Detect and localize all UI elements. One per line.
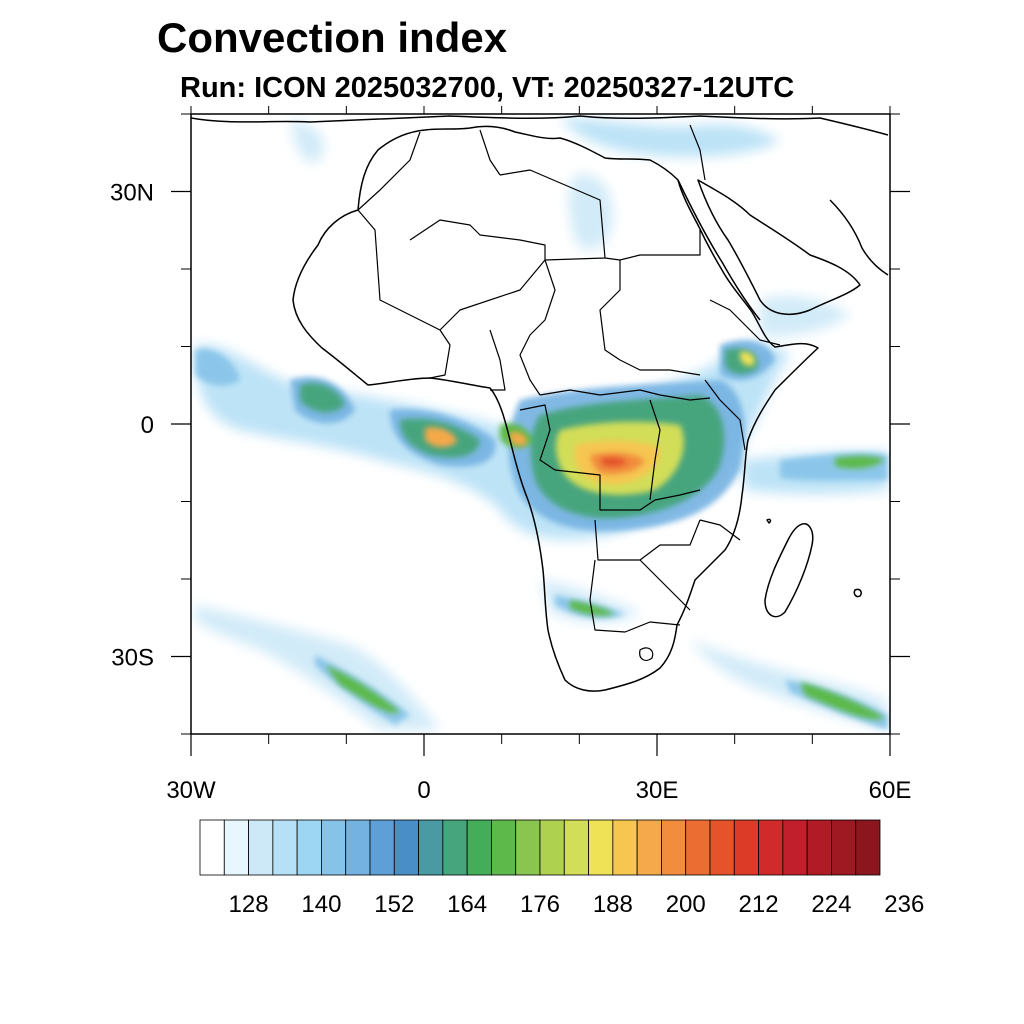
country-border bbox=[519, 259, 556, 396]
colorbar-swatch bbox=[491, 819, 517, 876]
colorbar-label: 164 bbox=[447, 891, 487, 918]
comoros-coastline bbox=[766, 518, 772, 524]
colorbar-swatch bbox=[588, 819, 614, 876]
country-border bbox=[539, 389, 711, 401]
field-blue-patch bbox=[290, 120, 324, 163]
colorbar-label: 224 bbox=[811, 891, 851, 918]
field-green-core bbox=[835, 455, 885, 469]
colorbar-swatch bbox=[685, 819, 711, 876]
field-blue-core bbox=[195, 349, 240, 386]
country-border bbox=[519, 404, 556, 471]
country-border bbox=[649, 399, 661, 501]
colorbar-swatch bbox=[636, 819, 662, 876]
field-green-core bbox=[570, 600, 615, 616]
country-border bbox=[639, 559, 691, 611]
colorbar-swatch bbox=[515, 819, 541, 876]
colorbar-label: 140 bbox=[301, 891, 341, 918]
colorbar-swatch bbox=[345, 819, 371, 876]
colorbar-swatch bbox=[466, 819, 492, 876]
country-border bbox=[689, 124, 706, 181]
x-tick-label: 60E bbox=[869, 777, 912, 804]
field-warm-core bbox=[600, 456, 628, 468]
y-tick-label: 30S bbox=[111, 645, 154, 672]
country-border bbox=[699, 519, 741, 541]
colorbar-label: 236 bbox=[884, 891, 924, 918]
field-blue-patch bbox=[760, 295, 850, 337]
arabia-coastline bbox=[697, 179, 861, 316]
colorbar-label: 200 bbox=[666, 891, 706, 918]
colorbar-swatch bbox=[709, 819, 735, 876]
country-border bbox=[489, 329, 506, 391]
sri-lanka-coastline bbox=[853, 588, 862, 598]
country-border bbox=[589, 559, 681, 633]
chart-subtitle: Run: ICON 2025032700, VT: 20250327-12UTC bbox=[180, 72, 795, 104]
red-sea-coastline bbox=[677, 179, 761, 321]
colorbar-swatch bbox=[393, 819, 419, 876]
country-border bbox=[704, 379, 746, 451]
x-tick-label: 30W bbox=[166, 777, 216, 804]
lesotho-border bbox=[639, 647, 654, 661]
africa-coastline bbox=[292, 125, 819, 692]
country-border bbox=[554, 469, 701, 511]
country-border bbox=[357, 131, 421, 211]
colorbar-swatch bbox=[369, 819, 395, 876]
country-border bbox=[599, 260, 701, 376]
colorbar-swatch bbox=[296, 819, 322, 876]
country-border bbox=[709, 299, 781, 346]
x-tick-label: 0 bbox=[417, 777, 430, 804]
colorbar: 128 140 152 164 176 188 200 212 224 236 bbox=[199, 819, 924, 918]
field-warm-core bbox=[740, 351, 755, 366]
colorbar-label: 188 bbox=[593, 891, 633, 918]
madagascar-coastline bbox=[764, 523, 814, 618]
colorbar-swatch bbox=[806, 819, 832, 876]
colorbar-label: 152 bbox=[374, 891, 414, 918]
europe-coastline bbox=[191, 115, 889, 136]
border-layer bbox=[357, 124, 781, 661]
gulf-coastline bbox=[829, 199, 889, 276]
country-border bbox=[594, 519, 701, 561]
colorbar-swatch bbox=[199, 819, 225, 876]
colorbar-swatch bbox=[418, 819, 444, 876]
colorbar-swatch bbox=[758, 819, 784, 876]
colorbar-swatch bbox=[248, 819, 274, 876]
field-warm-core bbox=[510, 431, 528, 446]
colorbar-label: 212 bbox=[739, 891, 779, 918]
field-warm-core bbox=[425, 427, 457, 448]
field-green-core bbox=[325, 665, 400, 714]
y-tick-label: 30N bbox=[110, 180, 154, 207]
field-layer bbox=[195, 118, 888, 730]
colorbar-swatch bbox=[223, 819, 249, 876]
x-tick-label: 30E bbox=[636, 777, 679, 804]
colorbar-label: 128 bbox=[229, 891, 269, 918]
colorbar-swatch bbox=[661, 819, 687, 876]
colorbar-swatch bbox=[539, 819, 565, 876]
field-blue-patch bbox=[560, 118, 780, 157]
field-green-core bbox=[300, 382, 345, 413]
colorbar-swatch bbox=[831, 819, 857, 876]
country-border bbox=[499, 169, 606, 261]
colorbar-swatch bbox=[855, 819, 881, 876]
colorbar-swatch bbox=[563, 819, 589, 876]
axis-ticks: 30W 0 30E 60E 30N 0 30S bbox=[110, 106, 911, 804]
y-tick-label: 0 bbox=[141, 412, 154, 439]
field-blue-patch bbox=[568, 174, 613, 250]
country-border bbox=[429, 329, 451, 379]
country-border bbox=[479, 129, 501, 176]
colorbar-swatch bbox=[321, 819, 347, 876]
colorbar-swatch bbox=[272, 819, 298, 876]
colorbar-swatch bbox=[612, 819, 638, 876]
field-green-core bbox=[800, 682, 885, 720]
chart-title: Convection index bbox=[157, 14, 508, 61]
coastline-layer bbox=[191, 115, 889, 692]
colorbar-swatch bbox=[782, 819, 808, 876]
colorbar-label: 176 bbox=[520, 891, 560, 918]
country-border bbox=[604, 230, 701, 261]
colorbar-swatch bbox=[442, 819, 468, 876]
colorbar-swatch bbox=[733, 819, 759, 876]
country-border bbox=[357, 209, 546, 331]
